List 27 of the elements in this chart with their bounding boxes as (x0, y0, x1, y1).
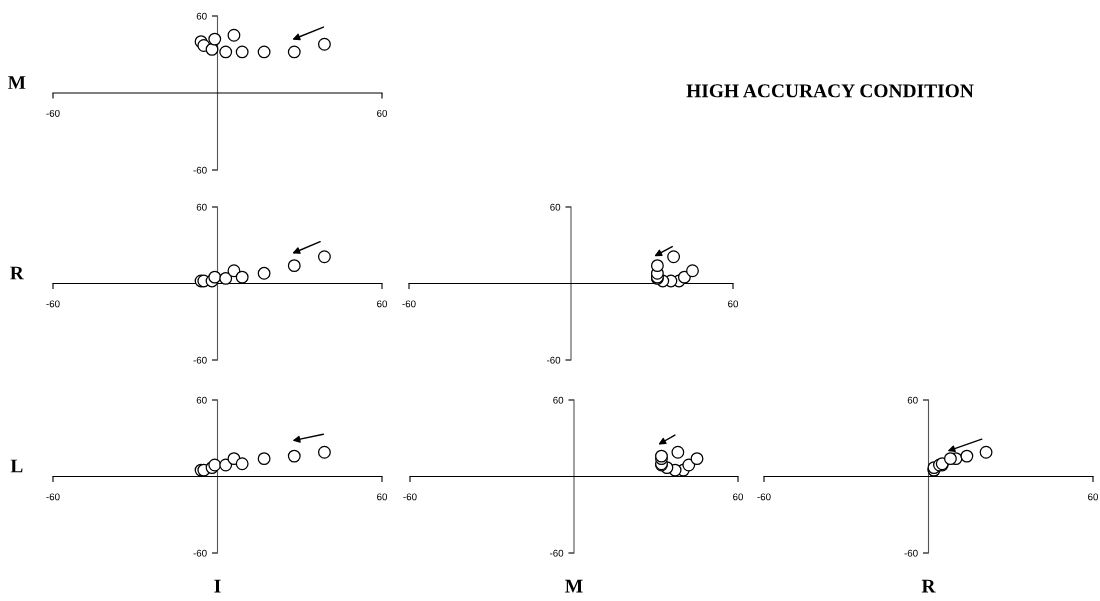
y-tick-label: -60 (193, 549, 207, 557)
text: HIGH ACCURACY CONDITION (686, 84, 974, 98)
x-tick-label: 60 (728, 300, 739, 308)
y-axis-title: L (10, 459, 23, 473)
y-tick-label: 60 (553, 396, 564, 404)
x-tick-label: 60 (377, 300, 388, 308)
x-tick-label: 60 (733, 493, 744, 501)
y-tick-label: -60 (546, 356, 561, 364)
x-axis-title: I (214, 579, 221, 593)
y-axis-title: R (10, 266, 24, 280)
y-tick-label: 60 (196, 203, 207, 211)
x-tick-label: -60 (46, 300, 60, 308)
y-tick-label: -60 (193, 356, 207, 364)
x-tick-label: 60 (377, 493, 388, 501)
x-axis-title: R (921, 579, 936, 593)
x-tick-label: 60 (1088, 493, 1099, 501)
x-tick-label: -60 (403, 493, 417, 501)
y-tick-label: -60 (549, 549, 564, 557)
y-tick-label: 60 (196, 12, 207, 20)
x-tick-label: -60 (402, 300, 416, 308)
y-axis-title: M (7, 76, 26, 89)
y-tick-label: 60 (550, 203, 561, 211)
y-tick-label: -60 (193, 166, 207, 174)
x-tick-label: -60 (757, 493, 771, 501)
y-tick-label: 60 (196, 396, 207, 404)
x-tick-label: -60 (46, 493, 60, 501)
x-axis-title: M (565, 579, 583, 593)
